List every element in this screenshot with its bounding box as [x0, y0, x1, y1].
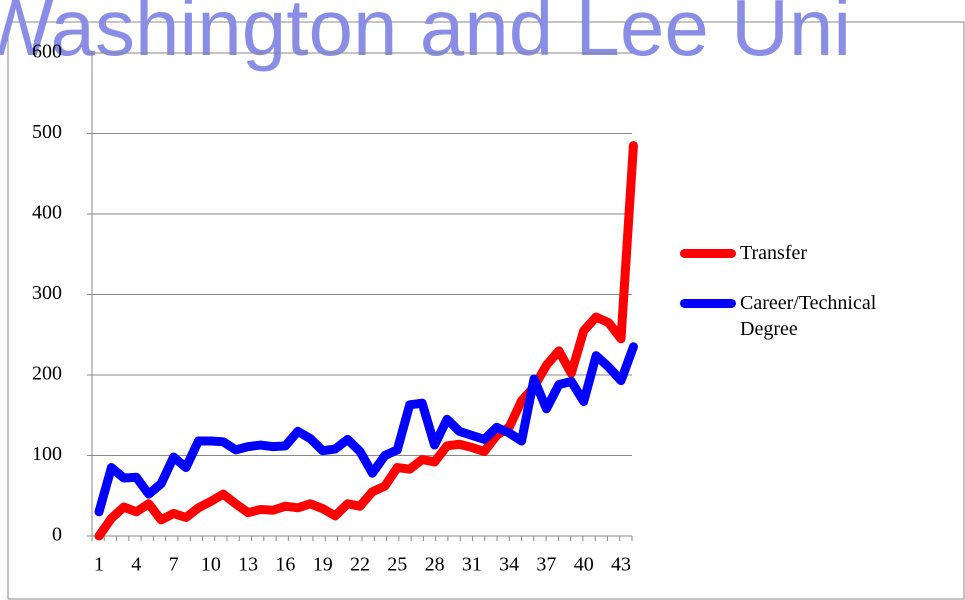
y-tick-label: 300: [32, 282, 62, 304]
legend: Transfer Career/Technical Degree: [680, 240, 950, 366]
x-tick-label: 25: [387, 554, 407, 576]
y-tick-label: 200: [32, 363, 62, 385]
x-tick-label: 34: [499, 554, 519, 576]
y-tick-label: 400: [32, 202, 62, 224]
watermark: Washington and Lee Uni: [0, 0, 851, 72]
x-tick-label: 13: [238, 554, 258, 576]
x-tick-label: 16: [275, 554, 295, 576]
data-line: [94, 342, 638, 517]
legend-label: Transfer: [740, 242, 808, 264]
x-tick-label: 19: [313, 554, 333, 576]
x-tick-label: 37: [536, 554, 556, 576]
x-tick-label: 43: [611, 554, 631, 576]
x-tick-label: 31: [462, 554, 482, 576]
legend-item: Transfer: [680, 240, 950, 266]
y-tick-label: 100: [32, 443, 62, 465]
x-tick-label: 4: [131, 554, 141, 576]
y-tick-label: 0: [52, 524, 62, 546]
plot-area: 0 100 200 300 400 500 600 1 4 7 10 13 16 19 22 25 28 31 34…: [32, 41, 638, 576]
x-tick-label: 1: [94, 554, 104, 576]
x-tick-label: 7: [169, 554, 179, 576]
legend-swatch: [680, 299, 736, 308]
x-tick-label: 40: [574, 554, 594, 576]
x-tick-label: 22: [350, 554, 370, 576]
legend-swatch: [680, 249, 736, 258]
data-line: [94, 141, 638, 541]
chart-frame: [7, 21, 965, 600]
y-tick-label: 500: [32, 121, 62, 143]
x-tick-label: 28: [425, 554, 445, 576]
y-tick-label: 600: [32, 41, 62, 63]
legend-label: Career/Technical Degree: [740, 292, 877, 340]
legend-item: Career/Technical Degree: [680, 290, 950, 342]
x-tick-label: 10: [201, 554, 221, 576]
